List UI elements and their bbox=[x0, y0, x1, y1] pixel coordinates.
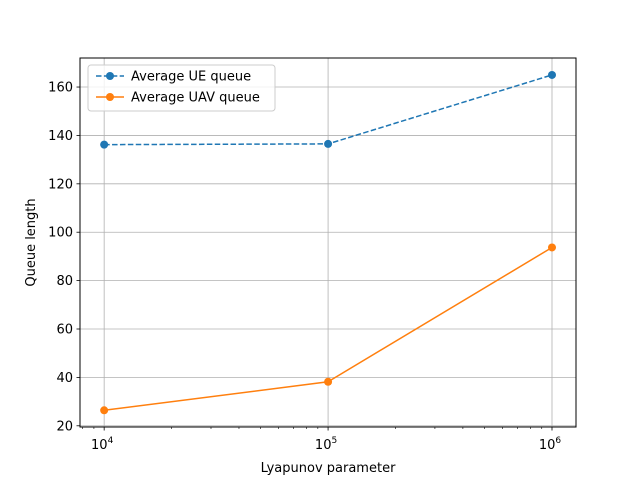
data-point bbox=[100, 140, 109, 149]
data-point bbox=[547, 70, 556, 79]
y-tick-label: 140 bbox=[48, 129, 73, 144]
legend-marker bbox=[106, 93, 114, 101]
data-point bbox=[324, 377, 333, 386]
y-tick-label: 20 bbox=[56, 419, 73, 434]
data-point bbox=[324, 139, 333, 148]
legend-label: Average UAV queue bbox=[131, 91, 260, 106]
grid-lines bbox=[80, 58, 576, 427]
legend-label: Average UE queue bbox=[131, 70, 251, 85]
y-tick-label: 40 bbox=[56, 371, 73, 386]
y-tick-label: 60 bbox=[56, 323, 73, 338]
x-tick-label: 105 bbox=[315, 436, 337, 453]
data-point bbox=[100, 406, 109, 415]
legend-marker bbox=[106, 72, 114, 80]
x-axis-label: Lyapunov parameter bbox=[261, 461, 397, 476]
x-tick-label: 106 bbox=[539, 436, 562, 453]
data-point bbox=[547, 243, 556, 252]
y-tick-label: 100 bbox=[48, 226, 73, 241]
legend: Average UE queue Average UAV queue bbox=[87, 64, 276, 112]
y-tick-label: 160 bbox=[48, 81, 73, 96]
x-tick-label: 104 bbox=[91, 436, 114, 453]
y-tick-label: 80 bbox=[56, 274, 73, 289]
legend-box bbox=[87, 64, 276, 112]
y-tick-label: 120 bbox=[48, 177, 73, 192]
series-layer bbox=[100, 70, 556, 415]
y-axis-label: Queue length bbox=[24, 198, 39, 286]
axis-ticks: 20 40 60 80 100 120 140 160 104 105 106 bbox=[48, 81, 561, 453]
